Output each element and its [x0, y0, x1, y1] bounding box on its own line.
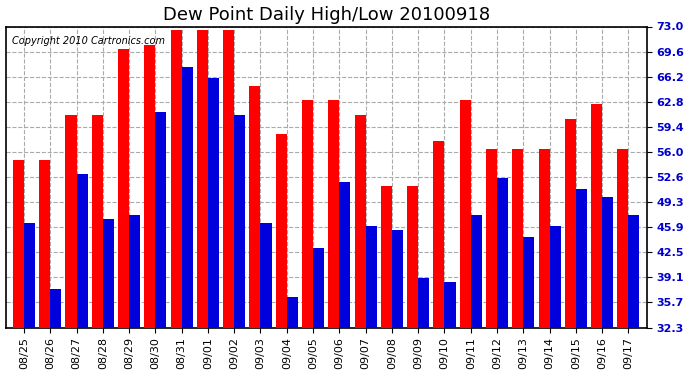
Bar: [77, 174, 88, 328]
Bar: [497, 178, 508, 328]
Bar: [208, 78, 219, 328]
Bar: [302, 100, 313, 328]
Bar: [433, 141, 444, 328]
Bar: [129, 215, 140, 328]
Bar: [392, 230, 403, 328]
Bar: [118, 49, 129, 328]
Title: Dew Point Daily High/Low 20100918: Dew Point Daily High/Low 20100918: [163, 6, 490, 24]
Bar: [407, 186, 418, 328]
Bar: [234, 115, 245, 328]
Bar: [550, 226, 561, 328]
Bar: [512, 148, 523, 328]
Text: Copyright 2010 Cartronics.com: Copyright 2010 Cartronics.com: [12, 36, 165, 45]
Bar: [103, 219, 114, 328]
Bar: [50, 289, 61, 328]
Bar: [444, 282, 455, 328]
Bar: [381, 186, 392, 328]
Bar: [287, 297, 298, 328]
Bar: [602, 196, 613, 328]
Bar: [339, 182, 351, 328]
Bar: [250, 86, 261, 328]
Bar: [355, 115, 366, 328]
Bar: [223, 30, 234, 328]
Bar: [261, 222, 272, 328]
Bar: [39, 160, 50, 328]
Bar: [539, 148, 550, 328]
Bar: [460, 100, 471, 328]
Bar: [170, 30, 181, 328]
Bar: [197, 30, 208, 328]
Bar: [328, 100, 339, 328]
Bar: [576, 189, 587, 328]
Bar: [418, 278, 429, 328]
Bar: [366, 226, 377, 328]
Bar: [181, 67, 193, 328]
Bar: [486, 148, 497, 328]
Bar: [13, 160, 24, 328]
Bar: [92, 115, 103, 328]
Bar: [144, 45, 155, 328]
Bar: [471, 215, 482, 328]
Bar: [523, 237, 534, 328]
Bar: [565, 119, 576, 328]
Bar: [24, 222, 35, 328]
Bar: [66, 115, 77, 328]
Bar: [276, 134, 287, 328]
Bar: [155, 112, 166, 328]
Bar: [591, 104, 602, 328]
Bar: [618, 148, 629, 328]
Bar: [313, 249, 324, 328]
Bar: [629, 215, 640, 328]
